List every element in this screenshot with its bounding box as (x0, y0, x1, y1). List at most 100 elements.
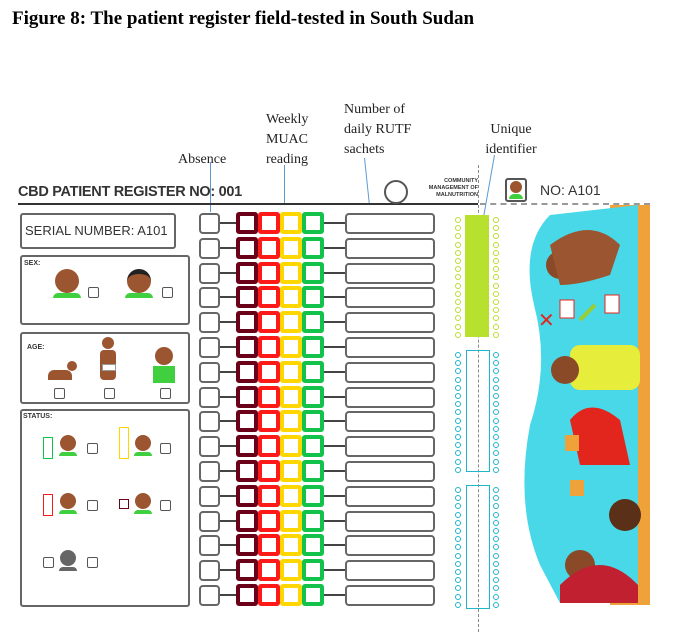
muac-checkbox[interactable] (258, 460, 280, 482)
absence-checkbox[interactable] (199, 411, 220, 433)
muac-checkbox[interactable] (236, 435, 258, 458)
muac-checkbox[interactable] (236, 584, 258, 606)
absence-checkbox[interactable] (199, 312, 220, 334)
absence-checkbox[interactable] (199, 585, 220, 606)
rutf-sachet-field[interactable] (345, 461, 435, 482)
muac-checkbox[interactable] (280, 360, 302, 383)
muac-checkbox[interactable] (280, 460, 302, 482)
muac-checkbox[interactable] (236, 509, 258, 532)
absence-checkbox[interactable] (199, 287, 220, 309)
muac-checkbox[interactable] (258, 534, 280, 557)
muac-checkbox[interactable] (280, 261, 302, 284)
muac-checkbox[interactable] (280, 509, 302, 532)
muac-checkbox[interactable] (258, 584, 280, 606)
rutf-sachet-field[interactable] (345, 535, 435, 557)
muac-checkbox[interactable] (280, 336, 302, 358)
muac-checkbox[interactable] (280, 410, 302, 433)
rutf-sachet-field[interactable] (345, 560, 435, 582)
muac-checkbox[interactable] (236, 484, 258, 507)
muac-checkbox[interactable] (236, 559, 258, 582)
muac-checkbox[interactable] (302, 484, 324, 507)
absence-checkbox[interactable] (199, 337, 220, 358)
muac-checkbox[interactable] (236, 212, 258, 234)
absence-checkbox[interactable] (199, 510, 220, 532)
muac-checkbox[interactable] (280, 534, 302, 557)
muac-checkbox[interactable] (258, 509, 280, 532)
muac-checkbox[interactable] (302, 559, 324, 582)
rutf-sachet-field[interactable] (345, 485, 435, 507)
absence-checkbox[interactable] (199, 386, 220, 408)
rutf-sachet-field[interactable] (345, 510, 435, 532)
absence-checkbox[interactable] (199, 560, 220, 582)
muac-checkbox[interactable] (236, 311, 258, 334)
rutf-sachet-field[interactable] (345, 213, 435, 234)
muac-checkbox[interactable] (258, 559, 280, 582)
rutf-sachet-field[interactable] (345, 411, 435, 433)
muac-checkbox[interactable] (236, 360, 258, 383)
status-referred-checkbox[interactable] (160, 500, 171, 511)
muac-checkbox[interactable] (258, 385, 280, 408)
status-cured-checkbox[interactable] (87, 443, 98, 454)
rutf-sachet-field[interactable] (345, 262, 435, 284)
muac-checkbox[interactable] (302, 509, 324, 532)
muac-checkbox[interactable] (302, 360, 324, 383)
rutf-sachet-field[interactable] (345, 237, 435, 259)
muac-checkbox[interactable] (280, 311, 302, 334)
muac-checkbox[interactable] (280, 385, 302, 408)
absence-checkbox[interactable] (199, 436, 220, 458)
absence-checkbox[interactable] (199, 461, 220, 482)
muac-checkbox[interactable] (236, 286, 258, 309)
muac-checkbox[interactable] (258, 410, 280, 433)
muac-checkbox[interactable] (236, 336, 258, 358)
muac-checkbox[interactable] (258, 484, 280, 507)
rutf-sachet-field[interactable] (345, 287, 435, 309)
status-deceased-checkbox[interactable] (87, 557, 98, 568)
muac-checkbox[interactable] (258, 336, 280, 358)
muac-checkbox[interactable] (236, 385, 258, 408)
muac-checkbox[interactable] (280, 584, 302, 606)
muac-checkbox[interactable] (302, 311, 324, 334)
muac-checkbox[interactable] (302, 410, 324, 433)
muac-checkbox[interactable] (258, 212, 280, 234)
absence-checkbox[interactable] (199, 262, 220, 284)
muac-checkbox[interactable] (302, 212, 324, 234)
muac-checkbox[interactable] (302, 534, 324, 557)
muac-checkbox[interactable] (280, 484, 302, 507)
absence-checkbox[interactable] (199, 535, 220, 557)
status-moderate-checkbox[interactable] (160, 443, 171, 454)
muac-checkbox[interactable] (302, 261, 324, 284)
muac-checkbox[interactable] (258, 236, 280, 259)
muac-checkbox[interactable] (302, 385, 324, 408)
age-toddler-checkbox[interactable] (104, 388, 115, 399)
muac-checkbox[interactable] (236, 236, 258, 259)
sex-female-checkbox[interactable] (162, 287, 173, 298)
status-absent-checkbox[interactable] (43, 557, 54, 568)
muac-checkbox[interactable] (258, 311, 280, 334)
muac-checkbox[interactable] (302, 460, 324, 482)
rutf-sachet-field[interactable] (345, 436, 435, 458)
rutf-sachet-field[interactable] (345, 585, 435, 606)
muac-checkbox[interactable] (302, 584, 324, 606)
muac-checkbox[interactable] (302, 336, 324, 358)
muac-checkbox[interactable] (302, 236, 324, 259)
muac-checkbox[interactable] (302, 286, 324, 309)
rutf-sachet-field[interactable] (345, 361, 435, 383)
absence-checkbox[interactable] (199, 485, 220, 507)
muac-checkbox[interactable] (236, 460, 258, 482)
absence-checkbox[interactable] (199, 361, 220, 383)
sex-male-checkbox[interactable] (88, 287, 99, 298)
muac-checkbox[interactable] (280, 236, 302, 259)
age-child-checkbox[interactable] (160, 388, 171, 399)
age-infant-checkbox[interactable] (54, 388, 65, 399)
muac-checkbox[interactable] (236, 261, 258, 284)
absence-checkbox[interactable] (199, 237, 220, 259)
muac-checkbox[interactable] (280, 212, 302, 234)
muac-checkbox[interactable] (258, 435, 280, 458)
muac-checkbox[interactable] (280, 435, 302, 458)
rutf-sachet-field[interactable] (345, 312, 435, 334)
absence-checkbox[interactable] (199, 213, 220, 234)
muac-checkbox[interactable] (236, 534, 258, 557)
status-severe-checkbox[interactable] (87, 500, 98, 511)
muac-checkbox[interactable] (258, 286, 280, 309)
muac-checkbox[interactable] (236, 410, 258, 433)
